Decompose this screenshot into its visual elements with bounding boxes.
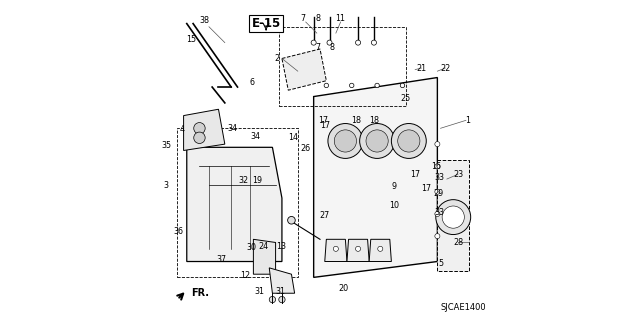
Text: 20: 20 (339, 284, 349, 293)
Text: 18: 18 (351, 116, 362, 125)
Text: 28: 28 (453, 238, 463, 247)
Text: 8: 8 (316, 14, 321, 23)
Text: 33: 33 (434, 173, 444, 182)
Text: 24: 24 (259, 242, 269, 251)
Text: 16: 16 (431, 162, 441, 171)
Text: 5: 5 (438, 259, 443, 268)
Text: 27: 27 (319, 211, 330, 220)
Text: 4: 4 (179, 125, 184, 134)
Text: 10: 10 (390, 202, 399, 211)
Text: 35: 35 (161, 141, 172, 150)
Text: 7: 7 (316, 43, 321, 52)
Text: 13: 13 (276, 242, 286, 251)
Circle shape (324, 83, 328, 88)
Polygon shape (269, 268, 294, 293)
Polygon shape (314, 77, 437, 277)
Text: 2: 2 (275, 54, 280, 63)
Text: 19: 19 (252, 176, 262, 185)
Text: 26: 26 (301, 144, 311, 153)
Circle shape (400, 83, 404, 88)
Text: 11: 11 (335, 14, 346, 23)
Text: 17: 17 (410, 170, 420, 179)
Circle shape (435, 189, 440, 194)
Circle shape (435, 164, 440, 169)
Circle shape (279, 296, 285, 303)
Circle shape (360, 124, 394, 158)
Text: 12: 12 (241, 271, 250, 280)
Text: 17: 17 (421, 184, 431, 193)
Text: 34: 34 (250, 132, 260, 141)
Polygon shape (347, 239, 369, 261)
Text: 8: 8 (330, 43, 335, 52)
Text: 23: 23 (453, 170, 463, 179)
Text: 21: 21 (417, 63, 427, 73)
Text: 36: 36 (174, 227, 184, 236)
Circle shape (356, 246, 360, 252)
Polygon shape (437, 160, 469, 271)
Text: 17: 17 (318, 116, 328, 125)
Text: 17: 17 (320, 121, 330, 130)
Text: E-15: E-15 (252, 17, 281, 30)
Text: 1: 1 (465, 116, 470, 125)
Text: 29: 29 (434, 189, 444, 198)
Polygon shape (324, 239, 347, 261)
Text: 32: 32 (238, 176, 248, 185)
Circle shape (333, 246, 339, 252)
Circle shape (349, 83, 354, 88)
Polygon shape (184, 109, 225, 150)
Circle shape (392, 124, 426, 158)
Circle shape (366, 130, 388, 152)
Circle shape (269, 296, 276, 303)
Circle shape (442, 206, 465, 228)
Text: 14: 14 (288, 133, 298, 142)
Circle shape (327, 40, 332, 45)
Text: 7: 7 (301, 14, 306, 23)
Circle shape (435, 212, 440, 216)
Text: 30: 30 (247, 243, 257, 252)
Polygon shape (282, 49, 326, 90)
Text: 9: 9 (392, 182, 397, 191)
Text: 31: 31 (254, 287, 264, 296)
Circle shape (194, 123, 205, 134)
Text: 18: 18 (369, 116, 379, 125)
Text: 22: 22 (440, 63, 451, 73)
Text: 6: 6 (250, 78, 254, 87)
Circle shape (375, 83, 380, 88)
Circle shape (287, 216, 295, 224)
Polygon shape (187, 147, 282, 261)
Text: FR.: FR. (191, 288, 209, 298)
Polygon shape (253, 239, 276, 274)
Text: 38: 38 (199, 16, 209, 25)
Text: 3: 3 (164, 181, 169, 190)
Text: SJCAE1400: SJCAE1400 (440, 303, 486, 312)
Circle shape (328, 124, 363, 158)
Circle shape (435, 142, 440, 147)
Circle shape (436, 200, 470, 235)
Text: 34: 34 (228, 124, 238, 133)
Circle shape (397, 130, 420, 152)
Circle shape (435, 234, 440, 239)
Text: 31: 31 (275, 287, 285, 296)
Circle shape (356, 40, 360, 45)
Text: 25: 25 (401, 94, 411, 103)
Circle shape (371, 40, 376, 45)
Text: 15: 15 (186, 35, 196, 44)
Circle shape (378, 246, 383, 252)
Text: 33: 33 (434, 208, 444, 217)
Circle shape (334, 130, 356, 152)
Polygon shape (369, 239, 392, 261)
Text: 37: 37 (216, 255, 227, 264)
Circle shape (311, 40, 316, 45)
Circle shape (194, 132, 205, 143)
